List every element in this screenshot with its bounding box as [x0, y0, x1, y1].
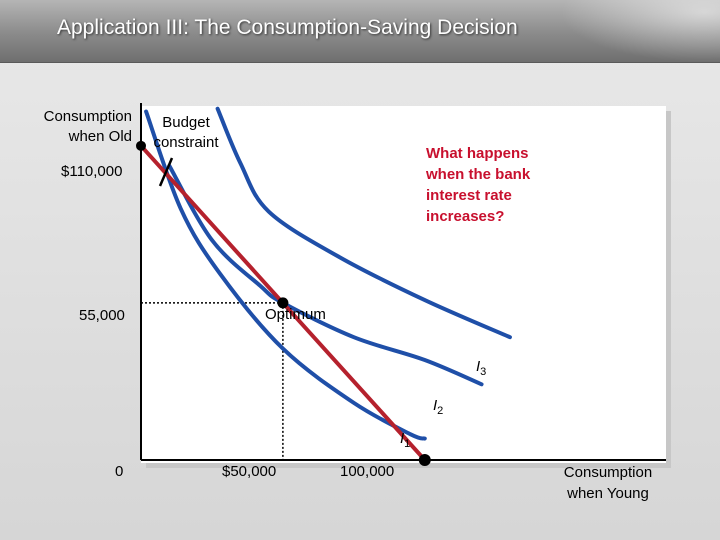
- budget-label-line1: Budget: [162, 114, 210, 131]
- indifference-curve-i1: [144, 109, 427, 441]
- y-axis-label-line1: Consumption: [43, 108, 132, 125]
- optimum-point: [277, 297, 289, 309]
- x-tick-0: 0: [115, 463, 124, 480]
- question-line1: What happens: [426, 145, 529, 162]
- x-axis-label-line1: Consumption: [563, 464, 653, 481]
- slide-title: Application III: The Consumption-Saving …: [57, 16, 518, 39]
- budget-x-intercept-point: [418, 454, 431, 466]
- question-line4: increases?: [426, 208, 505, 225]
- indifference-curve-label-i3: I3: [476, 358, 487, 378]
- budget-label-line2: constraint: [153, 134, 219, 151]
- y-axis-label-line2: when Old: [68, 128, 132, 145]
- y-tick-55000: 55,000: [79, 307, 125, 324]
- x-axis-label-line2: when Young: [567, 485, 649, 502]
- y-tick-110000: $110,000: [61, 163, 123, 180]
- budget-y-intercept-point: [136, 140, 146, 151]
- budget-constraint-label: Budget constraint: [146, 113, 226, 153]
- budget-label-pointer: [158, 157, 174, 187]
- title-bar: Application III: The Consumption-Saving …: [0, 0, 720, 63]
- indifference-curve-label-i1: I1: [400, 430, 411, 450]
- optimum-label: Optimum: [265, 306, 326, 323]
- interest-rate-question: What happens when the bank interest rate…: [426, 143, 530, 227]
- question-line2: when the bank: [426, 166, 531, 183]
- x-axis-label: Consumption when Young: [548, 462, 668, 504]
- indifference-curve-label-i2: I2: [433, 397, 444, 417]
- y-axis-label: Consumption when Old: [14, 107, 132, 147]
- indifference-curve-i3: [215, 106, 512, 340]
- title-bar-highlight: [560, 0, 720, 62]
- x-tick-100000: 100,000: [340, 463, 395, 480]
- x-tick-50000: $50,000: [222, 463, 277, 480]
- question-line3: interest rate: [426, 187, 512, 204]
